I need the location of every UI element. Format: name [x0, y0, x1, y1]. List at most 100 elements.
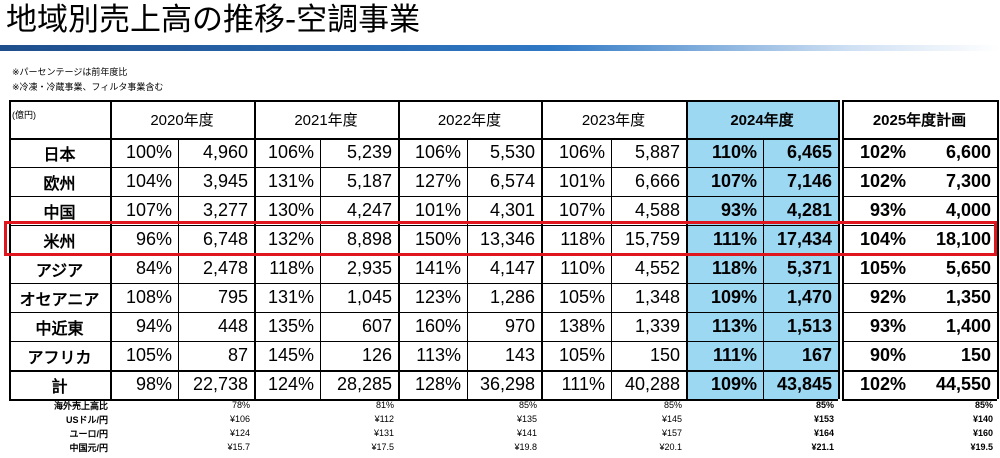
row-rule: [9, 312, 838, 313]
value-cell: 4,588: [634, 200, 680, 220]
plan-row-rule: [842, 341, 997, 342]
footer-value: ¥21.1: [811, 442, 834, 452]
value-cell: 143: [504, 345, 535, 365]
pct-cell: 150%: [414, 229, 461, 249]
footer-value: 78%: [231, 400, 250, 410]
pct-cell: 107%: [125, 200, 172, 220]
value-cell: 5,887: [634, 142, 680, 162]
pct-cell: 111%: [561, 374, 605, 394]
pct-cell: 113%: [416, 345, 461, 365]
value-cell: 5,187: [346, 171, 392, 191]
pct-cell: 93%: [869, 316, 906, 336]
pct-cell: 104%: [859, 229, 906, 249]
current-year-column-fill: [686, 100, 838, 399]
plan-border-top: [842, 100, 997, 102]
row-rule: [9, 283, 838, 284]
value-cell: 4,000: [945, 200, 991, 220]
value-cell: 5,650: [945, 258, 991, 278]
pct-cell: 90%: [869, 345, 906, 365]
footer-value: ¥131: [373, 428, 394, 438]
unit-label: (億円): [12, 110, 36, 120]
pct-cell: 109%: [710, 287, 757, 307]
pct-cell: 106%: [558, 142, 605, 162]
row-rule: [9, 167, 838, 168]
value-cell: 28,285: [336, 374, 392, 394]
region-label-asia: アジア: [35, 262, 84, 280]
row-rule: [9, 370, 838, 372]
pct-value-divider: [320, 138, 321, 399]
pct-cell: 96%: [135, 229, 172, 249]
pct-cell: 102%: [859, 374, 906, 394]
pct-cell: 110%: [560, 258, 605, 278]
plan-row-rule: [842, 167, 997, 168]
value-cell: 7,146: [786, 171, 832, 191]
value-cell: 126: [361, 345, 392, 365]
value-cell: 2,935: [346, 258, 392, 278]
note-percentage: ※パーセンテージは前年度比: [12, 68, 128, 78]
value-cell: 43,845: [776, 374, 832, 394]
pct-cell: 145%: [267, 345, 314, 365]
pct-cell: 110%: [711, 142, 757, 162]
pct-cell: 104%: [125, 171, 172, 191]
region-label-middle-east: 中近東: [35, 320, 84, 338]
value-cell: 5,371: [786, 258, 832, 278]
pct-cell: 105%: [125, 345, 172, 365]
plan-border-left: [842, 100, 844, 399]
year-header-2: 2021年度: [294, 111, 358, 129]
footer-value: ¥15.7: [227, 442, 250, 452]
title-underline: [0, 45, 1000, 51]
plan-border-bottom: [842, 399, 997, 401]
footer-value: 85%: [663, 400, 682, 410]
plan-row-rule: [842, 225, 997, 226]
pct-cell: 106%: [414, 142, 461, 162]
plan-row-rule: [842, 283, 997, 284]
footer-value: 85%: [518, 400, 537, 410]
pct-value-divider: [467, 138, 468, 399]
value-cell: 4,281: [786, 200, 832, 220]
pct-value-divider: [178, 138, 179, 399]
note-scope: ※冷凍・冷蔵事業、フィルタ事業含む: [12, 83, 164, 93]
value-cell: 150: [649, 345, 680, 365]
value-cell: 4,552: [634, 258, 680, 278]
year-divider: [541, 100, 543, 399]
row-rule: [9, 196, 838, 197]
plan-row-rule: [842, 196, 997, 197]
pct-cell: 102%: [859, 142, 906, 162]
year-header-5: 2024年度: [730, 111, 794, 129]
pct-value-divider: [611, 138, 612, 399]
value-cell: 5,530: [489, 142, 535, 162]
footer-value: 85%: [974, 400, 993, 410]
pct-cell: 100%: [125, 142, 172, 162]
value-cell: 607: [361, 316, 392, 336]
pct-cell: 124%: [267, 374, 314, 394]
pct-cell: 131%: [267, 171, 314, 191]
year-divider: [254, 100, 256, 399]
value-cell: 6,465: [786, 142, 832, 162]
pct-cell: 101%: [414, 200, 461, 220]
pct-cell: 94%: [135, 316, 172, 336]
pct-cell: 105%: [558, 287, 605, 307]
pct-cell: 111%: [712, 345, 757, 365]
pct-cell: 118%: [269, 258, 314, 278]
value-cell: 4,147: [489, 258, 535, 278]
value-cell: 1,045: [346, 287, 392, 307]
region-label-americas: 米州: [43, 233, 76, 251]
value-cell: 15,759: [624, 229, 680, 249]
value-cell: 4,301: [489, 200, 535, 220]
footer-value: ¥145: [661, 414, 682, 424]
footer-value: ¥106: [229, 414, 250, 424]
pct-cell: 105%: [558, 345, 605, 365]
plan-row-rule: [842, 370, 997, 372]
value-cell: 2,478: [202, 258, 248, 278]
pct-cell: 107%: [710, 171, 757, 191]
value-cell: 36,298: [479, 374, 535, 394]
pct-cell: 107%: [558, 200, 605, 220]
value-cell: 6,748: [202, 229, 248, 249]
value-cell: 970: [504, 316, 535, 336]
pct-cell: 135%: [267, 316, 314, 336]
value-cell: 1,350: [945, 287, 991, 307]
footer-value: ¥164: [813, 428, 834, 438]
pct-cell: 92%: [869, 287, 906, 307]
value-cell: 17,434: [776, 229, 832, 249]
footer-value: ¥140: [972, 414, 993, 424]
